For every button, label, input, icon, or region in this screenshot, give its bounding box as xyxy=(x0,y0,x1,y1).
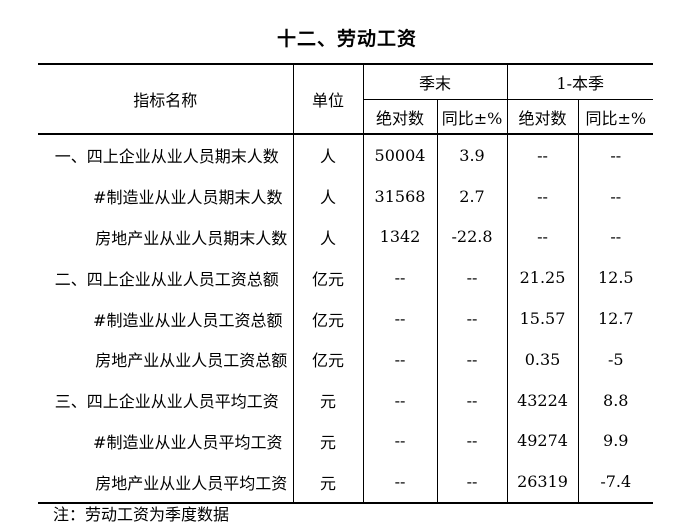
ytd-yoy-cell: -7.4 xyxy=(600,472,632,492)
table-row: #制造业从业人员平均工资 元 -- -- 49274 9.9 xyxy=(38,420,653,462)
quarter-end-yoy-cell: 2.7 xyxy=(437,175,508,217)
ytd-absolute-cell: 0.35 xyxy=(507,338,579,380)
header-group-ytd: 1-本季 xyxy=(507,64,654,100)
quarter-end-absolute-cell: 31568 xyxy=(363,175,438,217)
quarter-end-absolute-cell: -- xyxy=(363,420,438,462)
ytd-absolute-cell: 49274 xyxy=(507,420,579,462)
quarter-end-absolute-cell: -- xyxy=(363,461,438,504)
ytd-yoy-cell: -- xyxy=(610,186,622,206)
labor-wage-table: 指标名称 单位 季末 1-本季 绝对数 同比±% 绝对数 同比±% 一、四上企业… xyxy=(38,63,654,505)
indicator-name-cell: 房地产业从业人员期末人数 xyxy=(38,216,294,258)
unit-cell: 亿元 xyxy=(293,298,364,339)
table-body: 一、四上企业从业人员期末人数 人 50004 3.9 -- -- #制造业从业人… xyxy=(38,134,653,504)
unit-cell: 元 xyxy=(293,461,364,504)
table-row: #制造业从业人员工资总额 亿元 -- -- 15.57 12.7 xyxy=(38,298,653,339)
header-indicator-name: 指标名称 xyxy=(38,64,294,135)
quarter-end-absolute-cell: -- xyxy=(363,379,438,421)
header-row-subcolumns: 绝对数 同比±% 绝对数 同比±% xyxy=(38,99,654,135)
quarter-end-yoy-cell: -- xyxy=(437,420,508,462)
indicator-name-cell: #制造业从业人员平均工资 xyxy=(38,420,294,462)
table-row: 一、四上企业从业人员期末人数 人 50004 3.9 -- -- xyxy=(38,134,653,176)
table-row: 三、四上企业从业人员平均工资 元 -- -- 43224 8.8 xyxy=(38,379,653,421)
ytd-absolute-cell: -- xyxy=(507,134,579,176)
table-row: 房地产业从业人员工资总额 亿元 -- -- 0.35 -5 xyxy=(38,338,653,380)
ytd-yoy-cell: -- xyxy=(610,227,622,247)
table-row: 房地产业从业人员平均工资 元 -- -- 26319 -7.4 xyxy=(38,461,653,504)
ytd-yoy-cell: 8.8 xyxy=(603,390,629,410)
ytd-yoy-cell: 9.9 xyxy=(603,431,629,451)
ytd-yoy-cell: -- xyxy=(610,145,622,165)
table-row: 二、四上企业从业人员工资总额 亿元 -- -- 21.25 12.5 xyxy=(38,257,653,299)
quarter-end-yoy-cell: 3.9 xyxy=(437,134,508,176)
indicator-name-cell: 一、四上企业从业人员期末人数 xyxy=(38,134,294,176)
quarter-end-yoy-cell: -22.8 xyxy=(437,216,508,258)
ytd-yoy-cell: 12.7 xyxy=(597,309,634,329)
ytd-absolute-cell: 15.57 xyxy=(507,298,579,339)
indicator-name-cell: 房地产业从业人员平均工资 xyxy=(38,461,294,504)
ytd-absolute-cell: 26319 xyxy=(507,461,579,504)
unit-cell: 人 xyxy=(293,134,364,176)
header-group-quarter-end: 季末 xyxy=(363,64,508,100)
table-row: #制造业从业人员期末人数 人 31568 2.7 -- -- xyxy=(38,175,653,217)
header-quarter-end-absolute: 绝对数 xyxy=(363,99,438,135)
table-row: 房地产业从业人员期末人数 人 1342 -22.8 -- -- xyxy=(38,216,653,258)
table-header: 指标名称 单位 季末 1-本季 绝对数 同比±% 绝对数 同比±% xyxy=(38,64,654,135)
indicator-name-cell: #制造业从业人员期末人数 xyxy=(38,175,294,217)
header-unit: 单位 xyxy=(293,64,364,135)
unit-cell: 亿元 xyxy=(293,257,364,299)
footnote: 注：劳动工资为季度数据 xyxy=(53,505,230,524)
indicator-name-cell: 二、四上企业从业人员工资总额 xyxy=(38,257,294,299)
quarter-end-yoy-cell: -- xyxy=(437,298,508,339)
page-title: 十二、劳动工资 xyxy=(276,28,417,50)
ytd-absolute-cell: 43224 xyxy=(507,379,579,421)
unit-cell: 人 xyxy=(293,175,364,217)
header-ytd-yoy: 同比±% xyxy=(578,99,654,135)
header-row-groups: 指标名称 单位 季末 1-本季 xyxy=(38,64,654,135)
unit-cell: 亿元 xyxy=(293,338,364,380)
indicator-name-cell: 三、四上企业从业人员平均工资 xyxy=(38,379,294,421)
quarter-end-yoy-cell: -- xyxy=(437,257,508,299)
unit-cell: 元 xyxy=(293,379,364,421)
ytd-yoy-cell: -5 xyxy=(607,349,624,369)
quarter-end-yoy-cell: -- xyxy=(437,461,508,504)
quarter-end-absolute-cell: -- xyxy=(363,298,438,339)
quarter-end-absolute-cell: -- xyxy=(363,338,438,380)
ytd-yoy-cell: 12.5 xyxy=(597,268,634,288)
quarter-end-absolute-cell: 50004 xyxy=(363,134,438,176)
quarter-end-absolute-cell: 1342 xyxy=(363,216,438,258)
header-quarter-end-yoy: 同比±% xyxy=(437,99,508,135)
quarter-end-absolute-cell: -- xyxy=(363,257,438,299)
quarter-end-yoy-cell: -- xyxy=(437,338,508,380)
indicator-name-cell: #制造业从业人员工资总额 xyxy=(38,298,294,339)
indicator-name-cell: 房地产业从业人员工资总额 xyxy=(38,338,294,380)
ytd-absolute-cell: 21.25 xyxy=(507,257,579,299)
unit-cell: 元 xyxy=(293,420,364,462)
unit-cell: 人 xyxy=(293,216,364,258)
quarter-end-yoy-cell: -- xyxy=(437,379,508,421)
ytd-absolute-cell: -- xyxy=(507,175,579,217)
header-ytd-absolute: 绝对数 xyxy=(507,99,579,135)
ytd-absolute-cell: -- xyxy=(507,216,579,258)
